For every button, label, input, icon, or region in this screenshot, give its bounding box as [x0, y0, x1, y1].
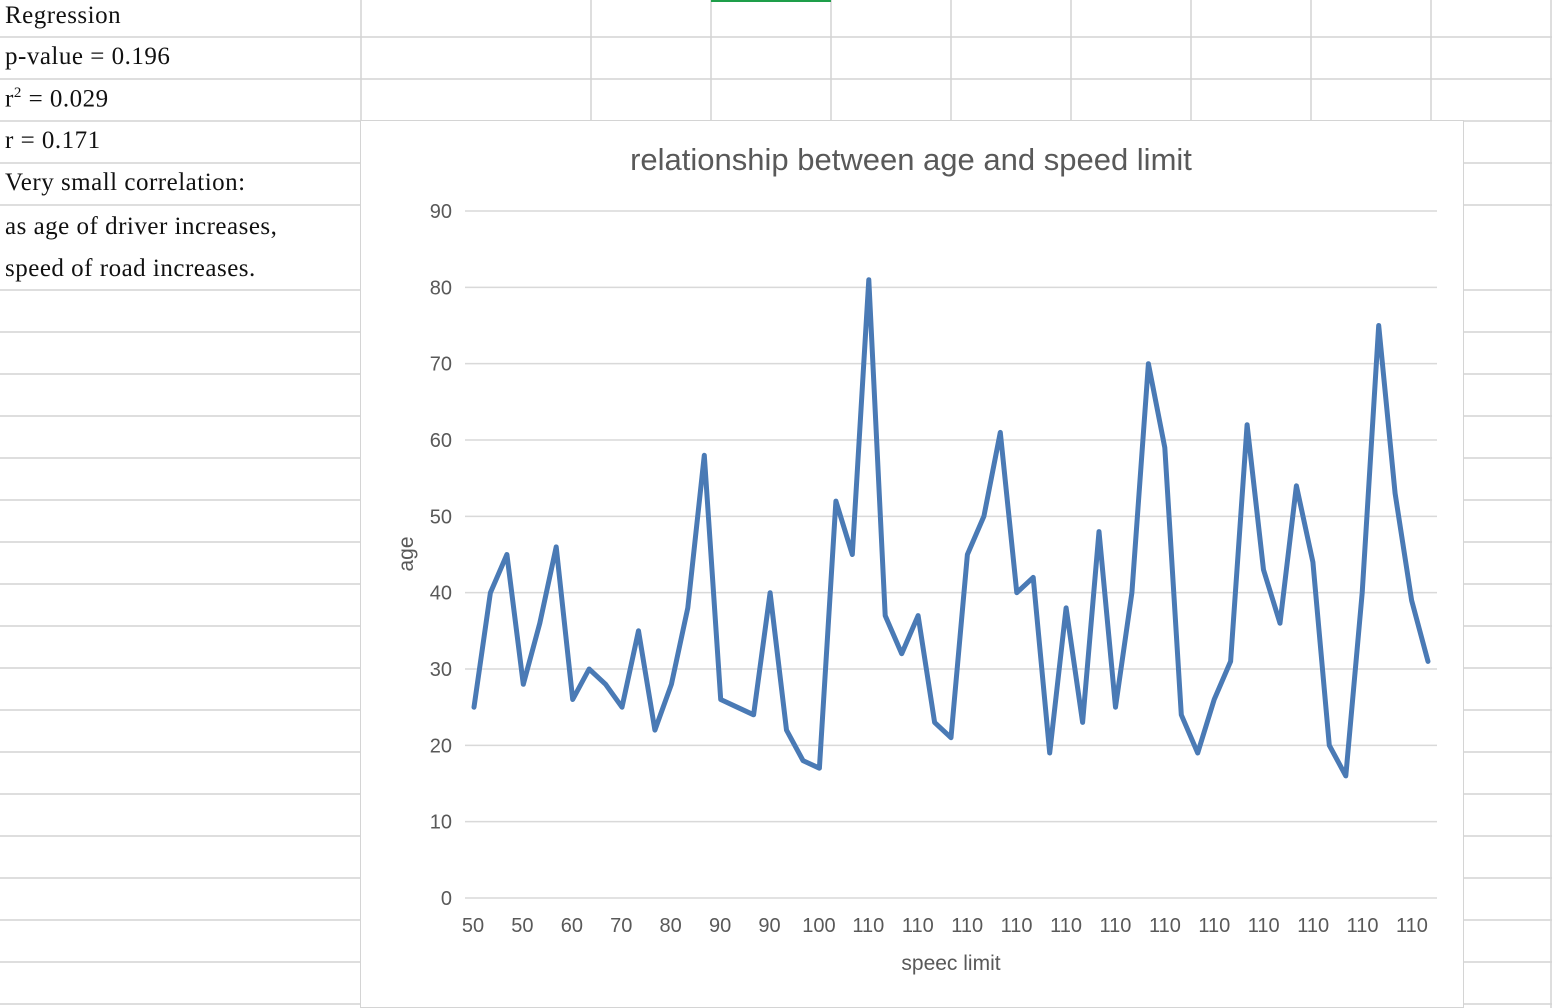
chart-canvas: relationship between age and speed limit… — [395, 142, 1437, 975]
x-tick-label: 50 — [511, 915, 533, 937]
y-axis-label: age — [395, 536, 418, 571]
y-tick-label: 60 — [430, 430, 452, 452]
selection-indicator — [711, 0, 831, 2]
x-tick-label: 110 — [1198, 915, 1230, 937]
x-tick-label: 80 — [660, 915, 682, 937]
chart-title: relationship between age and speed limit — [630, 142, 1192, 177]
x-tick-label: 110 — [1396, 915, 1428, 937]
series-line-age — [471, 277, 1431, 779]
cell-a1[interactable]: Regression — [5, 2, 122, 29]
cell-a7[interactable]: speed of road increases. — [5, 255, 256, 282]
x-tick-label: 110 — [951, 915, 983, 937]
y-tick-label: 40 — [430, 583, 452, 605]
x-tick-label: 100 — [802, 915, 835, 937]
y-tick-label: 90 — [430, 201, 452, 223]
cell-a3-base: r — [5, 85, 14, 113]
x-tick-label: 90 — [758, 915, 780, 937]
cell-a5[interactable]: Very small correlation: — [5, 169, 246, 196]
y-tick-label: 0 — [441, 888, 452, 910]
x-tick-label: 110 — [1149, 915, 1181, 937]
cell-a3-superscript: 2 — [13, 85, 22, 101]
x-tick-label: 50 — [462, 915, 484, 937]
cell-a3-rest: = 0.029 — [21, 85, 109, 113]
x-tick-label: 110 — [1100, 915, 1132, 937]
x-tick-label: 110 — [902, 915, 934, 937]
x-tick-label: 110 — [1297, 915, 1329, 937]
x-tick-label: 110 — [1248, 915, 1280, 937]
x-tick-label: 110 — [1347, 915, 1379, 937]
x-tick-label: 70 — [610, 915, 632, 937]
line-chart[interactable]: relationship between age and speed limit… — [360, 120, 1464, 1008]
y-tick-label: 80 — [430, 277, 452, 299]
x-tick-label: 60 — [561, 915, 583, 937]
y-tick-label: 20 — [430, 735, 452, 757]
x-tick-label: 110 — [852, 915, 884, 937]
y-tick-label: 30 — [430, 659, 452, 681]
x-tick-label: 110 — [1050, 915, 1082, 937]
y-tick-label: 50 — [430, 506, 452, 528]
x-tick-label: 110 — [1001, 915, 1033, 937]
cell-a6[interactable]: as age of driver increases, — [5, 213, 278, 240]
x-axis-label: speec limit — [901, 952, 1000, 975]
x-tick-label: 90 — [709, 915, 731, 937]
cell-a3[interactable]: r2 = 0.029 — [5, 85, 109, 113]
y-tick-label: 10 — [430, 812, 452, 834]
cell-a2[interactable]: p-value = 0.196 — [5, 43, 171, 70]
y-tick-label: 70 — [430, 354, 452, 376]
cell-a4[interactable]: r = 0.171 — [5, 127, 101, 154]
